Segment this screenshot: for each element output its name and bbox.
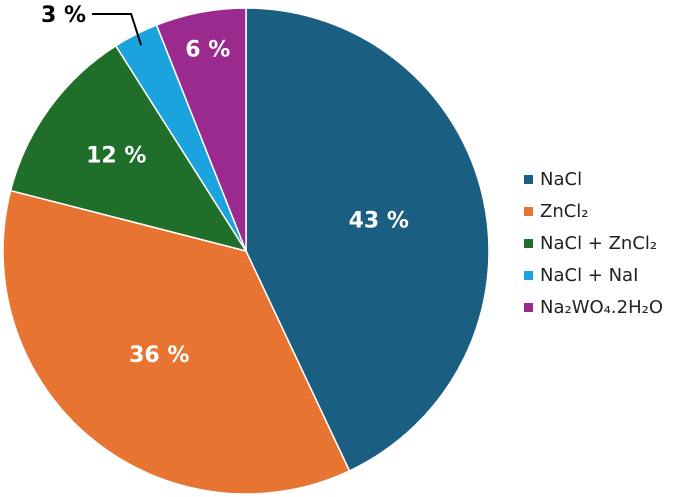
legend-label: Na₂WO₄.2H₂O — [540, 297, 663, 318]
pie-slice — [155, 7, 247, 252]
legend-swatch — [524, 239, 533, 248]
pie-slice — [2, 189, 351, 495]
legend-swatch — [524, 207, 533, 216]
legend-label: NaCl — [540, 169, 582, 190]
value-label: 12 % — [86, 144, 146, 169]
legend-label: ZnCl₂ — [540, 201, 589, 222]
value-label: 36 % — [129, 343, 189, 368]
legend-label: NaCl + NaI — [540, 265, 638, 286]
pie-slice — [245, 7, 490, 472]
legend-label: NaCl + ZnCl₂ — [540, 233, 657, 254]
leader-line — [92, 13, 143, 46]
legend-swatch — [524, 271, 533, 280]
value-label: 6 % — [185, 37, 230, 62]
legend-swatch — [524, 175, 533, 184]
legend-swatch — [524, 303, 533, 312]
pie-slice — [9, 44, 248, 253]
value-label: 43 % — [349, 208, 409, 233]
value-label: 3 % — [41, 3, 86, 28]
